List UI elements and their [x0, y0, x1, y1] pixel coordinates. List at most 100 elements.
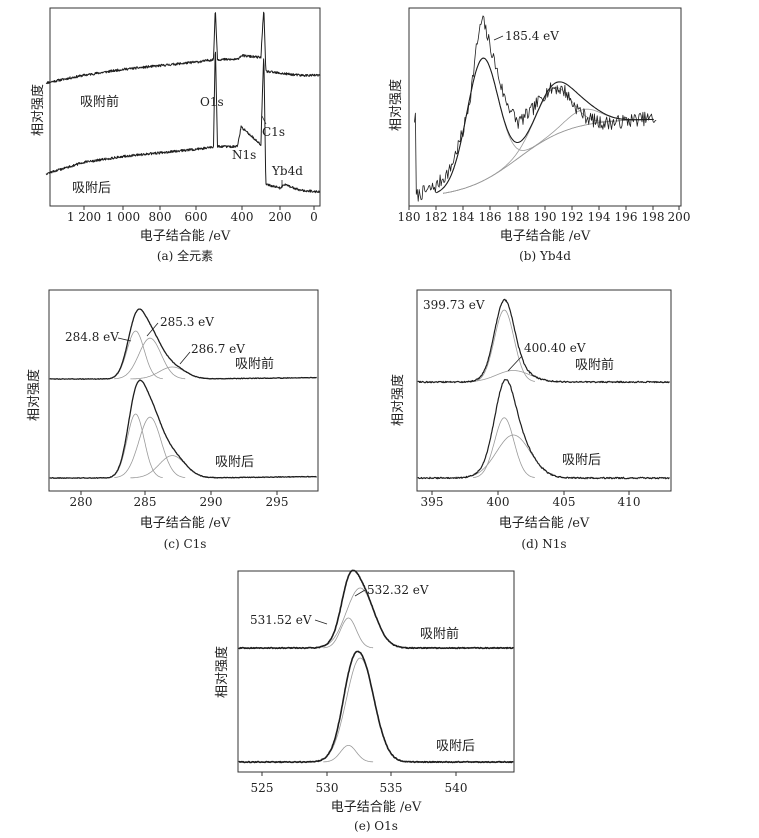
tick-label: 182 — [425, 210, 448, 224]
fit-envelope — [435, 57, 654, 194]
spectrum-after — [49, 379, 317, 479]
tick-label: 194 — [588, 210, 611, 224]
panel-a-xlabel: 电子结合能 /eV — [140, 229, 231, 244]
panel-e-ylabel: 相对强度 — [214, 646, 230, 698]
tick-label: 186 — [479, 210, 502, 224]
fit-component-1 — [472, 309, 536, 382]
tick-label: 540 — [445, 781, 468, 795]
panel-c-xticks — [80, 491, 278, 495]
tick-label: 0 — [310, 210, 318, 224]
peak-label-284-8: 284.8 eV — [65, 330, 119, 344]
label-after: 吸附后 — [436, 739, 475, 754]
panel-d-ylabel: 相对强度 — [390, 374, 406, 426]
panel-a-xticks — [83, 206, 315, 210]
panel-b-tick-labels: 180 182 184 186 188 190 192 194 196 198 … — [398, 210, 691, 224]
label-after: 吸附后 — [215, 455, 254, 470]
tick-label: 184 — [452, 210, 475, 224]
panel-d-xticks — [431, 491, 630, 495]
callout-peak — [493, 35, 504, 41]
panel-b-xlabel: 电子结合能 /eV — [500, 229, 591, 244]
spectrum-before — [417, 298, 670, 384]
spectrum-after — [417, 378, 670, 480]
panel-d-xlabel: 电子结合能 /eV — [499, 516, 590, 531]
panel-a-tick-labels: 1 200 1 000 800 600 400 200 0 — [67, 210, 318, 224]
panel-a: 1 200 1 000 800 600 400 200 0 吸附前 吸附后 O1… — [30, 7, 321, 263]
label-c1s: C1s — [262, 125, 285, 139]
fit-component-2 — [459, 434, 568, 479]
callout — [179, 351, 191, 365]
fit-component-1 — [442, 57, 647, 189]
panel-c-ylabel: 相对强度 — [26, 369, 42, 421]
peak-label-400-40: 400.40 eV — [524, 341, 586, 355]
tick-label: 405 — [553, 495, 576, 509]
peak-label-399-73: 399.73 eV — [423, 298, 485, 312]
spectrum-before — [49, 308, 317, 380]
tick-label: 400 — [487, 495, 510, 509]
tick-label: 285 — [134, 495, 157, 509]
fit-component-1 — [316, 657, 405, 762]
spectrum-after — [238, 650, 514, 764]
panel-a-caption: (a) 全元素 — [157, 248, 213, 263]
callout — [354, 589, 366, 597]
panel-b-caption: (b) Yb4d — [519, 249, 571, 263]
label-o1s: O1s — [200, 95, 224, 109]
spectrum-raw — [414, 15, 657, 202]
tick-label: 290 — [200, 495, 223, 509]
fit-component-2 — [323, 745, 374, 763]
peak-label-285-3: 285.3 eV — [160, 315, 214, 329]
panel-d-tick-labels: 395 400 405 410 — [421, 495, 641, 509]
spectrum-before — [45, 11, 321, 85]
tick-label: 525 — [251, 781, 274, 795]
tick-label: 190 — [534, 210, 557, 224]
panel-c-tick-labels: 280 285 290 295 — [70, 495, 289, 509]
callout-c1s — [261, 115, 267, 125]
tick-label: 1 200 — [67, 210, 101, 224]
label-after: 吸附后 — [562, 453, 601, 468]
panel-d: 395 400 405 410 399.73 eV 400.40 eV 吸附前 … — [390, 289, 672, 551]
panel-c-caption: (c) C1s — [164, 537, 207, 551]
panel-b-ylabel: 相对强度 — [388, 79, 404, 131]
panel-a-ylabel: 相对强度 — [30, 84, 46, 136]
tick-label: 280 — [70, 495, 93, 509]
panel-e: 525 530 535 540 532.32 eV 531.52 eV 吸附前 … — [214, 569, 515, 833]
panel-d-frame — [416, 289, 672, 492]
tick-label: 198 — [642, 210, 665, 224]
spectrum-before — [238, 569, 514, 650]
tick-label: 600 — [185, 210, 208, 224]
tick-label: 410 — [618, 495, 641, 509]
peak-label-532-32: 532.32 eV — [367, 583, 429, 597]
background-line — [442, 119, 647, 194]
label-after: 吸附后 — [72, 181, 111, 196]
panel-e-tick-labels: 525 530 535 540 — [251, 781, 468, 795]
tick-label: 530 — [316, 781, 339, 795]
tick-label: 180 — [398, 210, 421, 224]
label-before: 吸附前 — [80, 94, 119, 110]
fit-component-2 — [114, 337, 186, 380]
tick-label: 395 — [421, 495, 444, 509]
tick-label: 200 — [269, 210, 292, 224]
tick-label: 1 000 — [106, 210, 140, 224]
label-before: 吸附前 — [420, 626, 459, 642]
panel-d-caption: (d) N1s — [521, 537, 566, 551]
label-before: 吸附前 — [235, 356, 274, 372]
fit-component-1 — [108, 413, 163, 478]
callout — [146, 322, 159, 337]
spectrum-after — [45, 51, 321, 194]
peak-label-185-4: 185.4 eV — [505, 29, 559, 43]
tick-label: 535 — [380, 781, 403, 795]
peak-label-531-52: 531.52 eV — [250, 613, 312, 627]
callout — [117, 337, 132, 342]
panel-e-caption: (e) O1s — [354, 819, 398, 833]
label-n1s: N1s — [232, 148, 256, 162]
tick-label: 200 — [668, 210, 691, 224]
label-yb4d: Yb4d — [271, 164, 303, 178]
label-before: 吸附前 — [575, 357, 614, 373]
tick-label: 295 — [266, 495, 289, 509]
tick-label: 800 — [149, 210, 172, 224]
panel-e-xticks — [261, 772, 457, 776]
fit-component-2 — [114, 416, 186, 478]
tick-label: 196 — [615, 210, 638, 224]
tick-label: 192 — [561, 210, 584, 224]
panel-b-xticks — [408, 206, 680, 210]
